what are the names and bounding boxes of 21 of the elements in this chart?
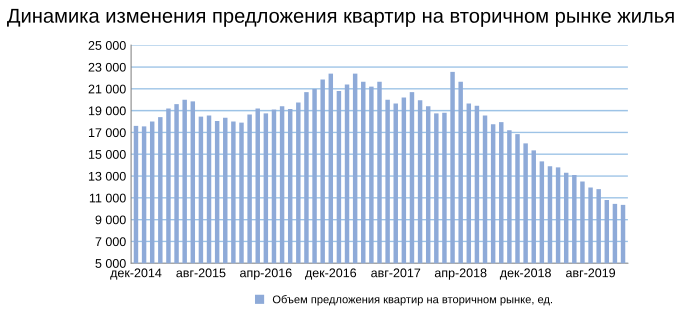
legend-label: Объем предложения квартир на вторичном рынке, ед. xyxy=(272,295,552,306)
x-tick-label: апр-2016 xyxy=(240,268,292,280)
x-tick-label: авг-2015 xyxy=(176,268,226,278)
y-tick-label: 23 000 xyxy=(88,62,126,72)
chart-title: Динамика изменения предложения квартир на вторичном рынке жилья xyxy=(7,8,674,27)
y-tick-label: 15 000 xyxy=(88,150,126,159)
x-tick-label: авг-2017 xyxy=(371,268,420,278)
y-tick-label: 11 000 xyxy=(90,194,126,202)
y-tick-label: 13 000 xyxy=(88,172,126,181)
x-tick-label: дек-2018 xyxy=(500,268,551,280)
x-tick-label: авг-2019 xyxy=(566,268,616,278)
y-tick-label: 9 000 xyxy=(96,215,126,224)
y-tick-label: 21 000 xyxy=(88,84,126,94)
x-tick-label: дек-2014 xyxy=(110,268,162,280)
x-tick-label: апр-2018 xyxy=(434,268,486,280)
y-tick-label: 17 000 xyxy=(88,128,126,138)
y-tick-label: 7 000 xyxy=(96,237,126,246)
y-tick-label: 25 000 xyxy=(88,41,126,50)
y-tick-label: 19 000 xyxy=(88,106,126,116)
x-tick-label: дек-2016 xyxy=(305,268,356,280)
y-tick-label: 5 000 xyxy=(95,259,126,268)
